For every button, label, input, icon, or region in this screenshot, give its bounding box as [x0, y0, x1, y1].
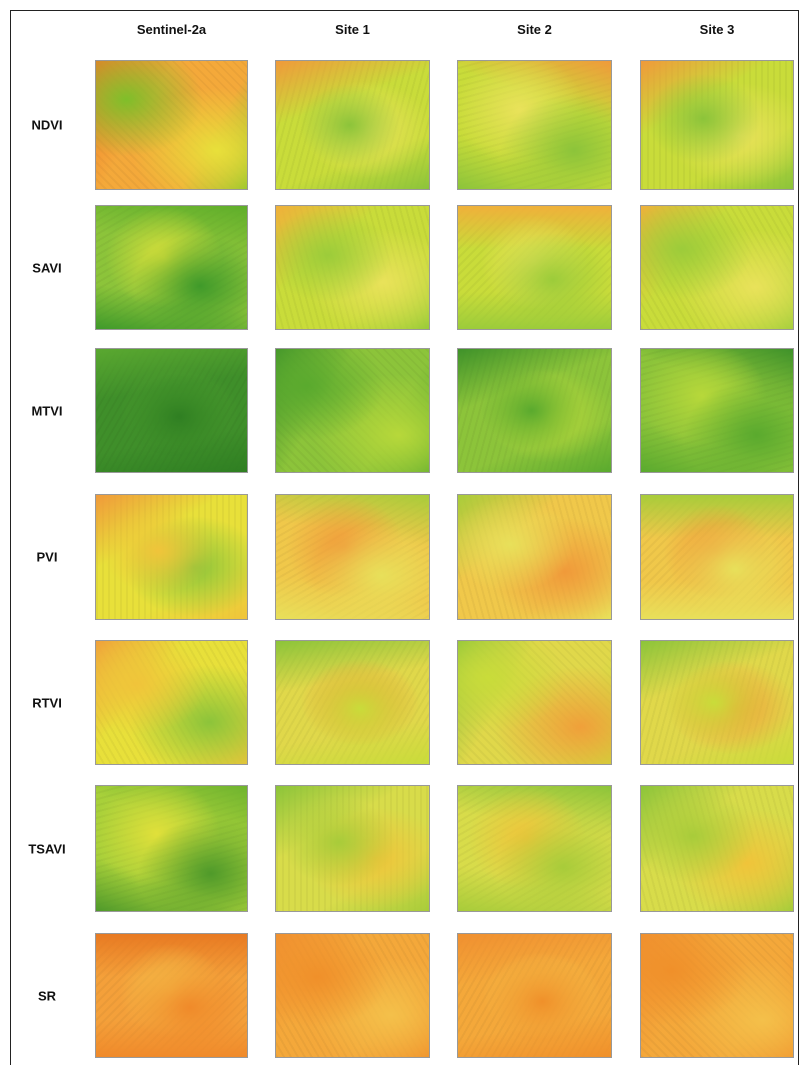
- image-tile: [457, 60, 612, 190]
- image-tile: [457, 205, 612, 330]
- row-label: MTVI: [31, 403, 63, 418]
- image-tile: [640, 348, 794, 473]
- image-tile: [640, 60, 794, 190]
- row-label: SR: [37, 988, 57, 1003]
- image-tile: [457, 933, 612, 1058]
- row-label: NDVI: [31, 117, 63, 133]
- column-header: Site 2: [517, 22, 552, 37]
- column-header: Site 3: [699, 22, 735, 37]
- image-tile: [95, 494, 248, 620]
- row-label: RTVI: [32, 695, 62, 710]
- image-tile: [95, 348, 248, 473]
- image-tile: [275, 785, 430, 912]
- image-tile: [95, 933, 248, 1058]
- column-header: Site 1: [335, 22, 370, 37]
- image-tile: [275, 348, 430, 473]
- image-tile: [457, 785, 612, 912]
- image-tile: [640, 785, 794, 912]
- image-tile: [457, 640, 612, 765]
- image-tile: [640, 494, 794, 620]
- image-tile: [95, 60, 248, 190]
- column-header: Sentinel-2a: [136, 22, 207, 37]
- image-tile: [640, 933, 794, 1058]
- image-tile: [95, 205, 248, 330]
- image-tile: [640, 640, 794, 765]
- image-tile: [275, 494, 430, 620]
- image-tile: [275, 60, 430, 190]
- row-label: SAVI: [32, 260, 62, 275]
- image-tile: [275, 640, 430, 765]
- image-tile: [457, 494, 612, 620]
- row-label: TSAVI: [28, 841, 66, 856]
- image-tile: [457, 348, 612, 473]
- figure-frame: [10, 10, 799, 1065]
- image-tile: [275, 205, 430, 330]
- row-label: PVI: [36, 549, 58, 565]
- image-tile: [95, 785, 248, 912]
- image-tile: [275, 933, 430, 1058]
- image-tile: [95, 640, 248, 765]
- image-tile: [640, 205, 794, 330]
